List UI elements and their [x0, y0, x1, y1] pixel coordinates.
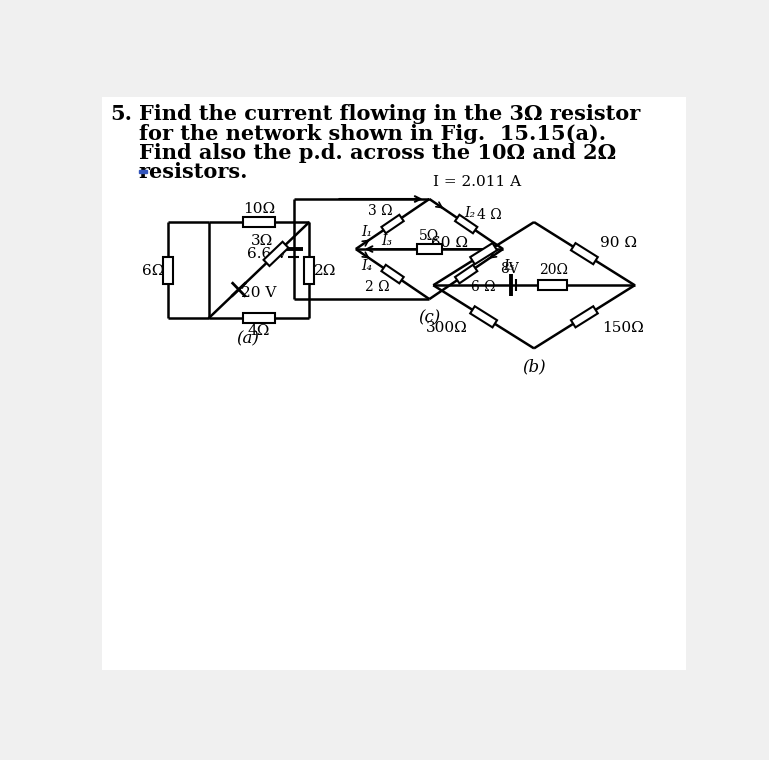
- Text: 6.6 V: 6.6 V: [247, 247, 287, 261]
- Text: (b): (b): [522, 359, 546, 375]
- Text: I₁: I₁: [361, 225, 372, 239]
- Text: (c): (c): [418, 310, 441, 327]
- Bar: [264, 242, 288, 266]
- Bar: [305, 257, 315, 284]
- Bar: [571, 306, 598, 328]
- Text: I₃: I₃: [381, 234, 392, 249]
- Text: 5.: 5.: [110, 104, 132, 125]
- Text: 90 Ω: 90 Ω: [600, 236, 637, 250]
- Text: 4 Ω: 4 Ω: [477, 207, 502, 222]
- Text: 10Ω: 10Ω: [243, 202, 275, 216]
- Text: (a): (a): [236, 331, 258, 347]
- Text: 5Ω: 5Ω: [419, 229, 440, 243]
- Bar: [455, 264, 478, 283]
- Text: for the network shown in Fig.  15.15(a).: for the network shown in Fig. 15.15(a).: [138, 124, 606, 144]
- Bar: [163, 257, 173, 284]
- Text: 20 V: 20 V: [241, 287, 277, 300]
- Text: I₂: I₂: [464, 206, 475, 220]
- Text: Find also the p.d. across the 10Ω and 2Ω: Find also the p.d. across the 10Ω and 2Ω: [138, 143, 616, 163]
- Text: 2 Ω: 2 Ω: [365, 280, 389, 294]
- Text: 150Ω: 150Ω: [602, 321, 644, 334]
- Text: I₅: I₅: [504, 259, 514, 273]
- Bar: [242, 313, 275, 323]
- Text: I = 2.011 A: I = 2.011 A: [433, 175, 521, 189]
- Text: 3Ω: 3Ω: [251, 234, 273, 248]
- Text: 2Ω: 2Ω: [314, 264, 336, 277]
- Bar: [417, 245, 441, 254]
- Text: I₄: I₄: [361, 259, 372, 273]
- Text: resistors.: resistors.: [138, 162, 248, 182]
- Text: Find the current flowing in the 3Ω resistor: Find the current flowing in the 3Ω resis…: [138, 104, 640, 125]
- Bar: [242, 217, 275, 227]
- Bar: [571, 243, 598, 264]
- Text: 60 Ω: 60 Ω: [431, 236, 468, 250]
- Bar: [470, 306, 497, 328]
- Bar: [381, 264, 404, 283]
- Text: 8V: 8V: [500, 262, 518, 276]
- Bar: [470, 243, 497, 264]
- Text: 3 Ω: 3 Ω: [368, 204, 392, 218]
- Text: 300Ω: 300Ω: [425, 321, 468, 334]
- Bar: [538, 280, 568, 290]
- Text: 6Ω: 6Ω: [141, 264, 164, 277]
- Bar: [138, 169, 147, 173]
- Text: 6 Ω: 6 Ω: [471, 280, 495, 294]
- Text: 4Ω: 4Ω: [248, 325, 270, 338]
- Bar: [381, 215, 404, 233]
- Bar: [455, 215, 478, 233]
- Text: 20Ω: 20Ω: [539, 263, 568, 277]
